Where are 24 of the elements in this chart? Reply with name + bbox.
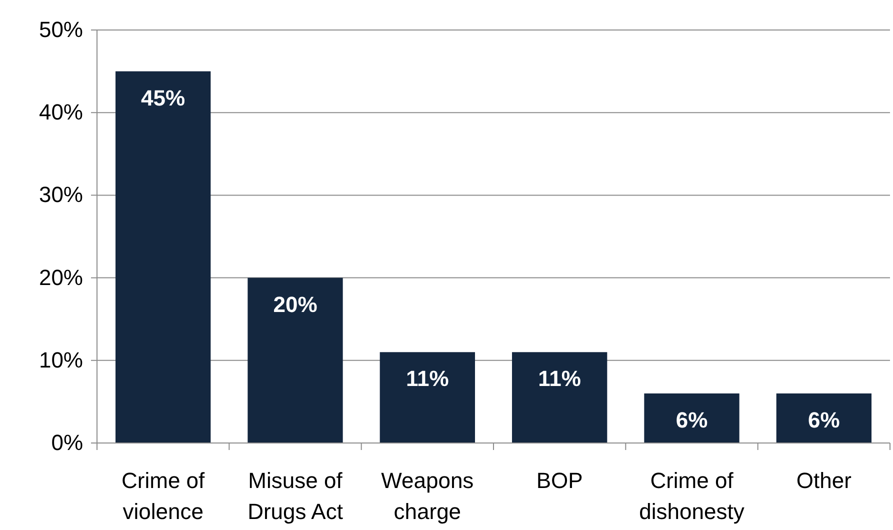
bar <box>644 393 740 443</box>
data-label: 11% <box>406 366 449 392</box>
bar <box>248 278 343 443</box>
bar <box>380 352 475 443</box>
y-tick-label: 50% <box>38 17 83 42</box>
x-tick-label: Weapons charge <box>381 468 474 524</box>
x-tick-label: Other <box>796 468 852 493</box>
y-tick-label: 30% <box>38 182 83 208</box>
x-tick-label: Crime of dishonesty <box>639 468 744 524</box>
x-tick-label: Misuse of Drugs Act <box>248 468 344 524</box>
data-label: 6% <box>808 407 840 432</box>
data-label: 45% <box>141 85 186 110</box>
data-label: 6% <box>676 407 708 432</box>
y-tick-label: 0% <box>51 430 83 456</box>
x-tick-label: Crime of violence <box>122 468 206 524</box>
data-label: 20% <box>273 292 318 317</box>
x-tick-label: BOP <box>536 468 583 493</box>
data-label: 11% <box>538 366 581 392</box>
bar <box>512 352 608 443</box>
y-tick-label: 10% <box>38 347 83 372</box>
bar <box>116 71 211 443</box>
y-tick-label: 20% <box>38 264 83 290</box>
bar <box>776 393 872 443</box>
y-tick-label: 40% <box>38 100 83 125</box>
